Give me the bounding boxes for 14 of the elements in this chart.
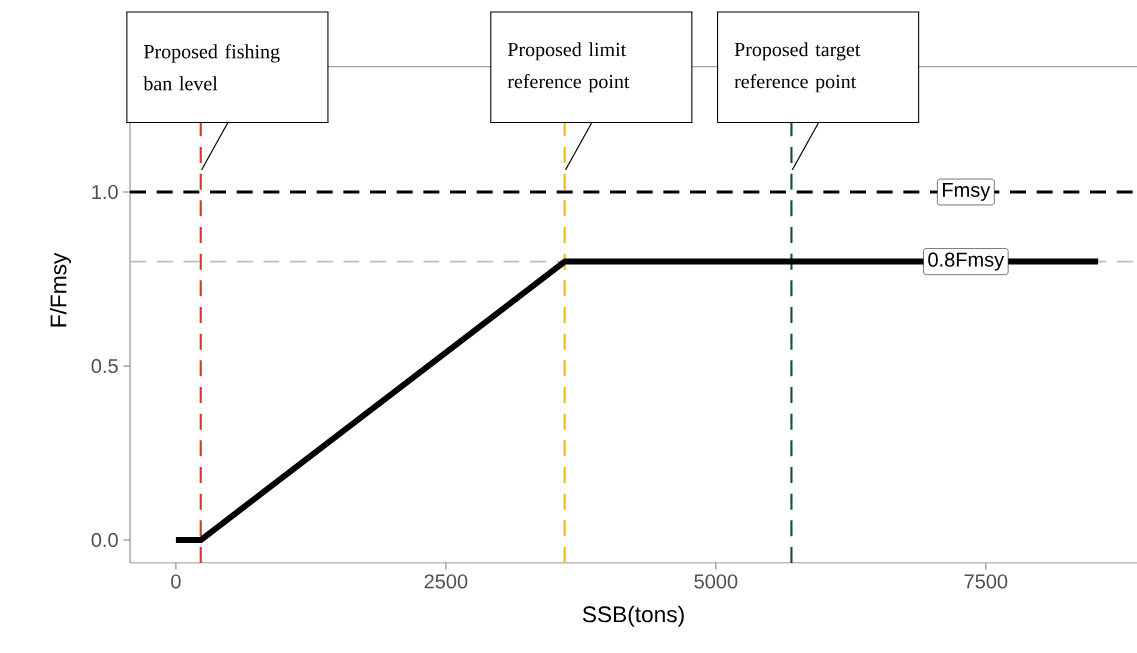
ref-line-label: Proposed limit reference point bbox=[507, 42, 630, 93]
ref-line-label: Fmsy bbox=[943, 183, 991, 201]
x-tick-label: 2500 bbox=[424, 574, 468, 589]
ref-line-label: Proposed target reference point bbox=[734, 42, 861, 93]
x-tick-label: 0 bbox=[171, 574, 181, 589]
x-axis-title: SSB(tons) bbox=[582, 605, 684, 627]
ref-line-label: 0.8Fmsy bbox=[928, 252, 1005, 271]
x-tick-label: 5000 bbox=[694, 574, 738, 589]
y-tick-label: 1.0 bbox=[92, 184, 118, 200]
x-tick-label: 7500 bbox=[964, 574, 1008, 589]
ref-line-label: Proposed fishing ban level bbox=[143, 44, 280, 91]
y-tick-label: 0.5 bbox=[91, 358, 118, 374]
y-tick-label: 0.0 bbox=[91, 532, 118, 548]
y-axis-title: F/Fmsy bbox=[49, 252, 71, 327]
